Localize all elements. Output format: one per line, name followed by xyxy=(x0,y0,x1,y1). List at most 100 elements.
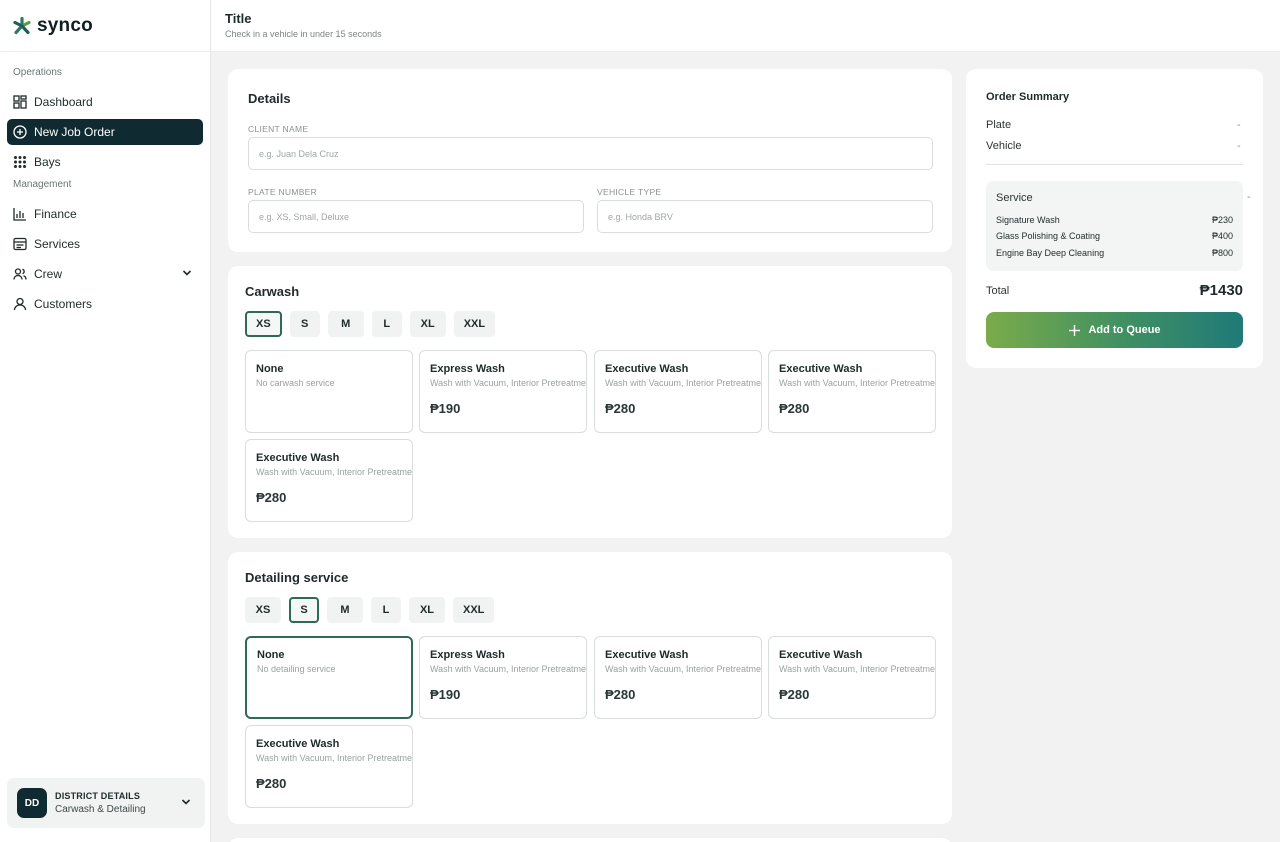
size-option-s[interactable]: S xyxy=(289,311,320,337)
avatar: DD xyxy=(17,788,47,818)
sidebar: synco Operations Dashboard New Job Order… xyxy=(0,0,211,842)
district-title: DISTRICT DETAILS xyxy=(55,791,141,801)
sidebar-item-finance[interactable]: Finance xyxy=(7,201,203,227)
chevron-down-icon[interactable] xyxy=(181,794,191,812)
district-subtitle: Carwash & Detailing xyxy=(55,804,146,815)
vehicle-type-input[interactable]: e.g. Honda BRV xyxy=(597,200,933,233)
sidebar-item-crew[interactable]: Crew xyxy=(7,261,203,287)
order-summary-card: Order Summary Plate - Vehicle - Service … xyxy=(966,69,1263,368)
add-to-queue-label: Add to Queue xyxy=(1088,324,1161,336)
sidebar-item-label: New Job Order xyxy=(34,125,115,139)
service-line-name: Signature Wash xyxy=(996,215,1060,225)
sidebar-item-customers[interactable]: Customers xyxy=(7,291,203,317)
service-price: ₱280 xyxy=(779,401,810,416)
next-section-card xyxy=(228,838,952,842)
user-icon xyxy=(13,297,27,311)
service-name: Executive Wash xyxy=(605,649,689,661)
sidebar-item-label: Customers xyxy=(34,297,93,311)
service-price: ₱190 xyxy=(430,687,461,702)
size-option-xs[interactable]: XS xyxy=(245,311,282,337)
service-breakdown: Service Signature Wash ₱230 Glass Polish… xyxy=(986,181,1243,271)
size-option-xl[interactable]: XL xyxy=(409,597,445,623)
brand-name: synco xyxy=(37,14,93,36)
sidebar-item-dashboard[interactable]: Dashboard xyxy=(7,89,203,115)
carwash-card: Carwash XS S M L XL XXL None No carwash … xyxy=(228,266,952,538)
summary-plate-value: - xyxy=(1237,119,1241,131)
details-card: Details CLIENT NAME e.g. Juan Dela Cruz … xyxy=(228,69,952,252)
detailing-size-selector: XS S M L XL XXL xyxy=(245,597,495,623)
service-name: Executive Wash xyxy=(779,649,863,661)
page-title: Title xyxy=(225,11,252,26)
summary-total-label: Total xyxy=(986,285,1010,297)
service-option-executive-wash[interactable]: Executive Wash Wash with Vacuum, Interio… xyxy=(594,636,762,719)
service-description: Wash with Vacuum, Interior Pretreatment xyxy=(605,664,762,674)
service-name: Executive Wash xyxy=(779,363,863,375)
details-title: Details xyxy=(248,91,291,106)
size-option-m[interactable]: M xyxy=(327,597,363,623)
chevron-down-icon[interactable] xyxy=(182,267,192,281)
size-option-s[interactable]: S xyxy=(289,597,319,623)
size-option-xxl[interactable]: XXL xyxy=(453,597,495,623)
sidebar-item-services[interactable]: Services xyxy=(7,231,203,257)
service-price: ₱280 xyxy=(256,490,287,505)
service-line-name: Glass Polishing & Coating xyxy=(996,231,1101,241)
summary-plate-label: Plate xyxy=(986,119,1012,131)
size-option-xl[interactable]: XL xyxy=(409,311,446,337)
service-option-executive-wash[interactable]: Executive Wash Wash with Vacuum, Interio… xyxy=(245,725,413,808)
sidebar-item-new-job-order[interactable]: New Job Order xyxy=(7,119,203,145)
service-description: Wash with Vacuum, Interior Pretreatment xyxy=(779,378,936,388)
dashboard-icon xyxy=(13,95,27,109)
service-name: None xyxy=(257,649,285,661)
service-price: ₱280 xyxy=(779,687,810,702)
service-line-price: ₱800 xyxy=(1211,248,1233,258)
service-name: Executive Wash xyxy=(256,452,340,464)
size-option-m[interactable]: M xyxy=(327,311,364,337)
sidebar-item-bays[interactable]: Bays xyxy=(7,149,203,175)
synco-logo-icon xyxy=(13,16,31,34)
size-option-xxl[interactable]: XXL xyxy=(453,311,496,337)
add-to-queue-button[interactable]: Add to Queue xyxy=(986,312,1243,348)
nav-section-management: Management xyxy=(13,179,72,190)
page-header: Title Check in a vehicle in under 15 sec… xyxy=(211,0,1280,52)
summary-total-value: ₱1430 xyxy=(1199,282,1243,299)
service-description: No carwash service xyxy=(256,378,335,388)
plate-number-label: PLATE NUMBER xyxy=(248,187,318,197)
service-option-executive-wash[interactable]: Executive Wash Wash with Vacuum, Interio… xyxy=(245,439,413,522)
size-option-xs[interactable]: XS xyxy=(245,597,281,623)
service-option-executive-wash[interactable]: Executive Wash Wash with Vacuum, Interio… xyxy=(594,350,762,433)
plate-number-input[interactable]: e.g. XS, Small, Deluxe xyxy=(248,200,584,233)
brand[interactable]: synco xyxy=(0,0,210,52)
page-subtitle: Check in a vehicle in under 15 seconds xyxy=(225,29,382,39)
size-option-l[interactable]: L xyxy=(371,311,402,337)
client-name-input[interactable]: e.g. Juan Dela Cruz xyxy=(248,137,933,170)
service-price: ₱190 xyxy=(430,401,461,416)
service-description: Wash with Vacuum, Interior Pretreatment xyxy=(430,378,587,388)
service-description: Wash with Vacuum, Interior Pretreatment xyxy=(256,753,413,763)
service-option-executive-wash[interactable]: Executive Wash Wash with Vacuum, Interio… xyxy=(768,636,936,719)
service-option-none[interactable]: None No detailing service xyxy=(245,636,413,719)
service-option-executive-wash[interactable]: Executive Wash Wash with Vacuum, Interio… xyxy=(768,350,936,433)
sidebar-item-label: Dashboard xyxy=(34,95,93,109)
service-option-express-wash[interactable]: Express Wash Wash with Vacuum, Interior … xyxy=(419,636,587,719)
plus-circle-icon xyxy=(13,125,27,139)
service-price: ₱280 xyxy=(605,687,636,702)
detailing-card: Detailing service XS S M L XL XXL None N… xyxy=(228,552,952,824)
detailing-title: Detailing service xyxy=(245,570,349,585)
size-option-l[interactable]: L xyxy=(371,597,401,623)
service-option-none[interactable]: None No carwash service xyxy=(245,350,413,433)
order-summary-title: Order Summary xyxy=(986,91,1070,103)
service-description: Wash with Vacuum, Interior Pretreatment xyxy=(779,664,936,674)
district-switcher[interactable]: DD DISTRICT DETAILS Carwash & Detailing xyxy=(7,778,205,828)
nav-section-operations: Operations xyxy=(13,67,62,78)
service-name: None xyxy=(256,363,284,375)
list-icon xyxy=(13,237,27,251)
service-name: Express Wash xyxy=(430,363,505,375)
service-line-price: ₱230 xyxy=(1211,215,1233,225)
client-name-label: CLIENT NAME xyxy=(248,124,309,134)
service-description: No detailing service xyxy=(257,664,336,674)
summary-service-value: - xyxy=(1247,191,1251,203)
service-option-express-wash[interactable]: Express Wash Wash with Vacuum, Interior … xyxy=(419,350,587,433)
service-price: ₱280 xyxy=(256,776,287,791)
grid-icon xyxy=(13,155,27,169)
service-line-name: Engine Bay Deep Cleaning xyxy=(996,248,1105,258)
